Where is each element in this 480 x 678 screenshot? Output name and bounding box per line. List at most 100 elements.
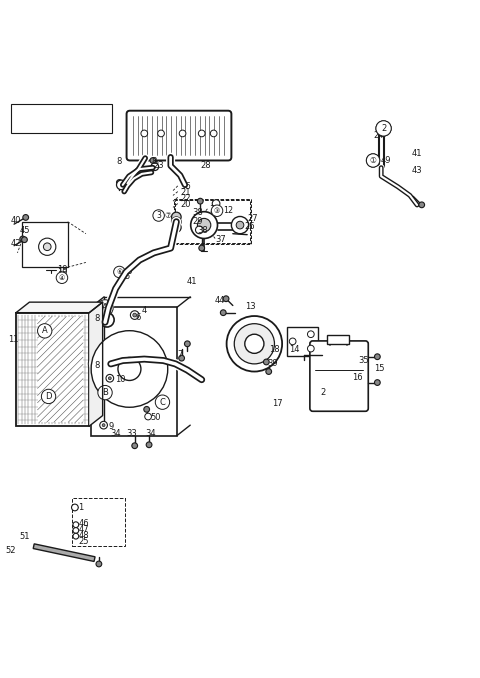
Text: 6: 6 xyxy=(126,268,132,277)
Text: 26: 26 xyxy=(245,222,255,231)
Text: 2: 2 xyxy=(381,124,386,133)
Circle shape xyxy=(223,296,229,302)
Circle shape xyxy=(234,323,275,364)
Circle shape xyxy=(157,130,164,137)
Text: 34: 34 xyxy=(110,429,120,438)
Text: 34: 34 xyxy=(145,429,156,438)
Circle shape xyxy=(308,331,314,338)
Circle shape xyxy=(197,198,203,204)
Text: 1: 1 xyxy=(78,503,84,512)
Text: 35: 35 xyxy=(359,356,369,365)
Text: 47: 47 xyxy=(78,525,89,534)
Circle shape xyxy=(131,311,139,319)
Text: 29: 29 xyxy=(192,217,203,226)
Circle shape xyxy=(289,338,296,344)
Text: 23: 23 xyxy=(153,161,164,170)
Circle shape xyxy=(22,237,27,243)
Text: 13: 13 xyxy=(245,302,255,311)
Circle shape xyxy=(153,210,164,221)
Text: A: A xyxy=(102,303,108,313)
Circle shape xyxy=(227,316,282,372)
Circle shape xyxy=(374,380,380,385)
FancyBboxPatch shape xyxy=(310,341,368,412)
Circle shape xyxy=(211,205,223,216)
Text: ⑦: ⑦ xyxy=(164,211,171,220)
Text: 17: 17 xyxy=(273,399,283,408)
Text: 36: 36 xyxy=(180,182,192,191)
Text: 52: 52 xyxy=(5,546,16,555)
Circle shape xyxy=(102,424,105,426)
Circle shape xyxy=(236,221,244,229)
Text: 19: 19 xyxy=(57,265,68,274)
Circle shape xyxy=(108,377,111,380)
FancyBboxPatch shape xyxy=(127,111,231,161)
Circle shape xyxy=(179,355,184,361)
Text: 3: 3 xyxy=(156,211,161,220)
Text: 12: 12 xyxy=(223,206,233,215)
Circle shape xyxy=(100,313,114,327)
Text: D: D xyxy=(45,392,52,401)
Circle shape xyxy=(132,443,138,449)
Polygon shape xyxy=(16,302,103,313)
Text: 38: 38 xyxy=(192,207,203,217)
Text: 41: 41 xyxy=(411,148,422,158)
Text: C: C xyxy=(159,398,166,407)
Text: 19: 19 xyxy=(57,268,68,277)
Text: 9: 9 xyxy=(108,422,114,431)
Circle shape xyxy=(146,442,152,447)
Circle shape xyxy=(43,243,51,251)
Circle shape xyxy=(220,310,226,315)
Bar xyxy=(22,222,68,267)
Text: 40: 40 xyxy=(10,216,21,225)
Text: 4: 4 xyxy=(142,306,147,315)
Circle shape xyxy=(56,272,68,283)
Text: 38: 38 xyxy=(197,226,208,235)
Text: ①: ① xyxy=(370,156,376,165)
Text: 46: 46 xyxy=(78,519,89,527)
Circle shape xyxy=(156,395,169,410)
Circle shape xyxy=(376,121,391,136)
Circle shape xyxy=(171,212,181,222)
Circle shape xyxy=(88,356,105,372)
Circle shape xyxy=(41,389,56,403)
Bar xyxy=(174,199,251,244)
Text: A: A xyxy=(42,326,48,336)
Circle shape xyxy=(212,200,220,207)
Circle shape xyxy=(376,121,391,136)
Circle shape xyxy=(171,222,181,233)
Text: B: B xyxy=(93,359,99,368)
Circle shape xyxy=(366,154,380,167)
Circle shape xyxy=(374,354,380,359)
Text: 42: 42 xyxy=(10,239,21,247)
Text: 8: 8 xyxy=(151,157,156,166)
Text: 51: 51 xyxy=(19,532,29,540)
Text: 44: 44 xyxy=(214,296,225,305)
Circle shape xyxy=(117,180,126,190)
Text: 37: 37 xyxy=(215,235,226,244)
Circle shape xyxy=(197,218,211,232)
Circle shape xyxy=(20,236,25,242)
Bar xyxy=(287,327,318,356)
Circle shape xyxy=(98,357,112,371)
Text: 7: 7 xyxy=(178,350,183,359)
Circle shape xyxy=(37,323,52,338)
Bar xyxy=(72,498,125,546)
Circle shape xyxy=(266,369,272,374)
Text: 8: 8 xyxy=(94,361,99,370)
Text: 16: 16 xyxy=(352,373,363,382)
Circle shape xyxy=(133,313,137,317)
Text: NOTE: NOTE xyxy=(15,106,40,115)
Text: 48: 48 xyxy=(78,531,89,540)
Circle shape xyxy=(118,357,141,380)
Circle shape xyxy=(184,341,190,346)
Circle shape xyxy=(150,157,156,163)
Circle shape xyxy=(141,130,148,137)
Circle shape xyxy=(145,413,152,420)
Text: 50: 50 xyxy=(150,414,160,422)
Text: 22: 22 xyxy=(180,194,191,203)
Circle shape xyxy=(73,527,79,534)
Circle shape xyxy=(199,245,204,251)
Text: 14: 14 xyxy=(289,345,300,354)
Text: ①: ① xyxy=(370,156,376,165)
Circle shape xyxy=(96,561,102,567)
